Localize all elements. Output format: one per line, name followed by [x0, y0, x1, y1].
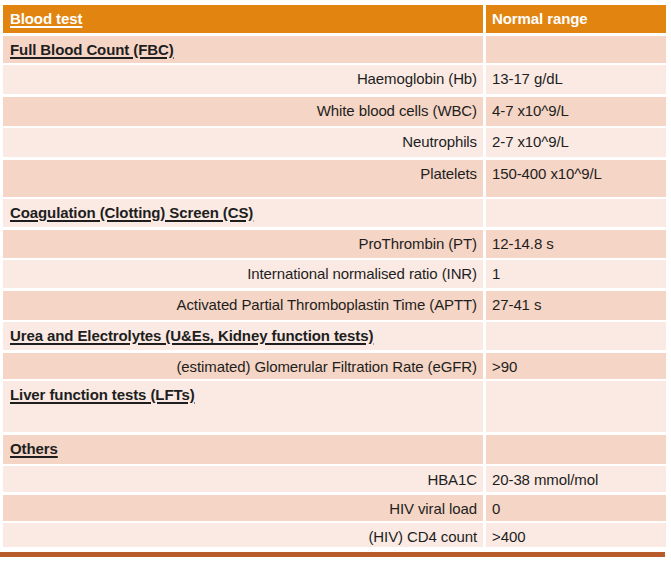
row-section-liver-function-tests: Liver function tests (LFTs): [3, 381, 666, 432]
test-name: HIV viral load: [3, 495, 483, 521]
normal-range-value: [486, 322, 666, 350]
test-name: (estimated) Glomerular Filtration Rate (…: [3, 353, 483, 379]
row-section-full-blood-count: Full Blood Count (FBC): [3, 36, 666, 63]
test-name: International normalised ratio (INR): [3, 260, 483, 288]
row-section-others: Others: [3, 435, 666, 464]
test-name: HBA1C: [3, 466, 483, 492]
blood-test-reference-page: Blood test Normal range Full Blood Count…: [0, 0, 671, 562]
normal-range-value: [486, 199, 666, 227]
test-name: Haemoglobin (Hb): [3, 65, 483, 94]
normal-range-value: >400: [486, 523, 666, 547]
row-section-coagulation-screen: Coagulation (Clotting) Screen (CS): [3, 199, 666, 227]
row-aptt: Activated Partial Thromboplastin Time (A…: [3, 291, 666, 320]
row-cd4-count: (HIV) CD4 count >400: [3, 523, 666, 547]
test-name: ProThrombin (PT): [3, 230, 483, 258]
normal-range-value: 13-17 g/dL: [486, 65, 666, 94]
normal-range-value: [486, 36, 666, 63]
row-egfr: (estimated) Glomerular Filtration Rate (…: [3, 353, 666, 379]
row-inr: International normalised ratio (INR) 1: [3, 260, 666, 288]
normal-range-value: 2-7 x10^9/L: [486, 128, 666, 157]
test-name: (HIV) CD4 count: [3, 523, 483, 547]
row-haemoglobin: Haemoglobin (Hb) 13-17 g/dL: [3, 65, 666, 94]
section-label: Coagulation (Clotting) Screen (CS): [3, 199, 483, 227]
row-prothrombin: ProThrombin (PT) 12-14.8 s: [3, 230, 666, 258]
column-header-blood-test: Blood test: [3, 5, 483, 33]
test-name: Activated Partial Thromboplastin Time (A…: [3, 291, 483, 320]
normal-range-value: >90: [486, 353, 666, 379]
row-section-urea-electrolytes: Urea and Electrolytes (U&Es, Kidney func…: [3, 322, 666, 350]
test-name: Platelets: [3, 160, 483, 197]
section-label: Others: [3, 435, 483, 464]
test-name: Neutrophils: [3, 128, 483, 157]
row-hiv-viral-load: HIV viral load 0: [3, 495, 666, 521]
row-white-blood-cells: White blood cells (WBC) 4-7 x10^9/L: [3, 97, 666, 126]
row-hba1c: HBA1C 20-38 mmol/mol: [3, 466, 666, 492]
table-header-row: Blood test Normal range: [3, 5, 666, 33]
section-label: Liver function tests (LFTs): [3, 381, 483, 432]
normal-range-value: 27-41 s: [486, 291, 666, 320]
normal-range-value: 20-38 mmol/mol: [486, 466, 666, 492]
normal-range-value: 1: [486, 260, 666, 288]
blood-test-table: Blood test Normal range Full Blood Count…: [3, 5, 666, 550]
normal-range-value: 4-7 x10^9/L: [486, 97, 666, 126]
column-header-normal-range: Normal range: [486, 5, 666, 33]
row-neutrophils: Neutrophils 2-7 x10^9/L: [3, 128, 666, 157]
section-label: Full Blood Count (FBC): [3, 36, 483, 63]
normal-range-value: 12-14.8 s: [486, 230, 666, 258]
normal-range-value: 150-400 x10^9/L: [486, 160, 666, 197]
row-platelets: Platelets 150-400 x10^9/L: [3, 160, 666, 197]
section-label: Urea and Electrolytes (U&Es, Kidney func…: [3, 322, 483, 350]
normal-range-value: 0: [486, 495, 666, 521]
normal-range-value: [486, 435, 666, 464]
test-name: White blood cells (WBC): [3, 97, 483, 126]
normal-range-value: [486, 381, 666, 432]
table-bottom-border: [0, 552, 665, 557]
